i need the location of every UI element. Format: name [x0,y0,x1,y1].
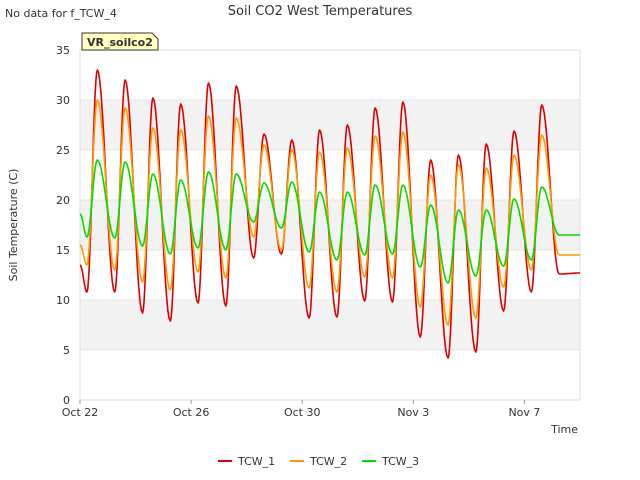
legend-label: TCW_2 [309,455,347,468]
station-label: VR_soilco2 [81,32,159,51]
grid-bands [80,49,580,401]
grid-band [80,50,580,100]
grid-band [80,350,580,400]
legend: TCW_1 TCW_2 TCW_3 [218,455,419,468]
x-tick-label: Nov 7 [508,406,540,419]
x-tick-label: Nov 3 [397,406,429,419]
x-axis-label: Time [550,423,578,436]
series-line-tcw-1 [79,69,580,359]
series-line-tcw-3 [79,159,580,284]
plot-area [79,49,581,401]
y-tick-label: 30 [56,94,70,107]
no-data-note: No data for f_TCW_4 [5,7,117,20]
legend-label: TCW_3 [381,455,419,468]
grid-band [80,300,580,350]
station-label-text: VR_soilco2 [87,36,153,49]
x-tick-label: Oct 26 [173,406,210,419]
y-tick-label: 25 [56,144,70,157]
y-tick-label: 10 [56,294,70,307]
y-tick-label: 15 [56,244,70,257]
y-axis-label: Soil Temperature (C) [7,169,20,282]
station-label-box [81,32,159,51]
y-tick-label: 20 [56,194,70,207]
chart-title: Soil CO2 West Temperatures [228,4,413,19]
y-axis-ticks: 0 5 10 15 20 25 30 35 [56,44,70,407]
y-tick-label: 0 [63,394,70,407]
x-tick-label: Oct 30 [284,406,321,419]
series-lines [79,69,580,359]
grid-band [80,100,580,150]
x-tick-label: Oct 22 [62,406,99,419]
grid-band [80,150,580,200]
y-tick-label: 35 [56,44,70,57]
x-axis-ticks: Oct 22 Oct 26 Oct 30 Nov 3 Nov 7 [62,400,540,419]
series-line-tcw-2 [79,99,580,326]
y-tick-label: 5 [63,344,70,357]
legend-label: TCW_1 [237,455,275,468]
